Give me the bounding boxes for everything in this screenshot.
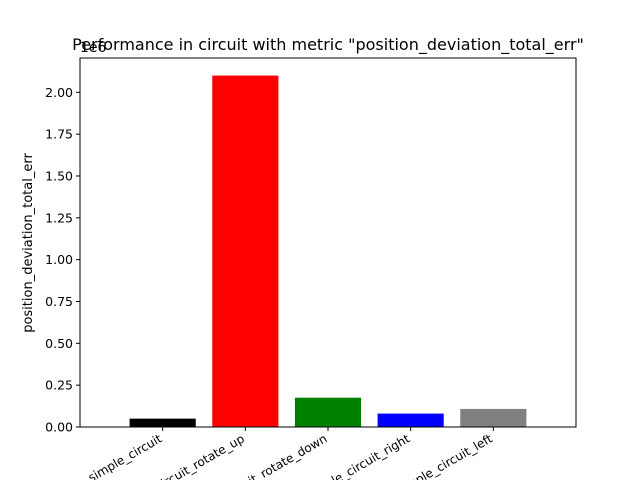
y-tick-label: 1.50	[45, 168, 73, 183]
bar-simple_circuit_left	[460, 408, 527, 427]
bar-simple_circuit	[129, 418, 196, 427]
y-axis: 0.00 0.25 0.50 0.75 1.00 1.25 1.50 1.75 2.00	[45, 85, 80, 435]
y-tick-label: 1.00	[45, 252, 73, 267]
y-tick-label: 0.00	[45, 420, 73, 435]
y-tick-label: 1.25	[45, 210, 73, 225]
y-axis-offset-label: 1e6	[80, 40, 107, 56]
bar-simple_circuit_right	[377, 413, 444, 427]
y-tick-label: 0.75	[45, 294, 73, 309]
y-axis-label: position_deviation_total_err	[21, 153, 36, 333]
chart-title: Performance in circuit with metric "posi…	[72, 35, 584, 55]
y-tick-label: 0.50	[45, 336, 73, 351]
bar-circuit_rotate_down	[294, 397, 362, 427]
bar-circuit_rotate_up	[212, 75, 279, 427]
y-tick-label: 0.25	[45, 378, 73, 393]
plot-frame	[79, 57, 577, 428]
bars-group	[129, 75, 527, 427]
y-tick-label: 1.75	[45, 127, 73, 142]
y-tick-label: 2.00	[45, 85, 73, 100]
